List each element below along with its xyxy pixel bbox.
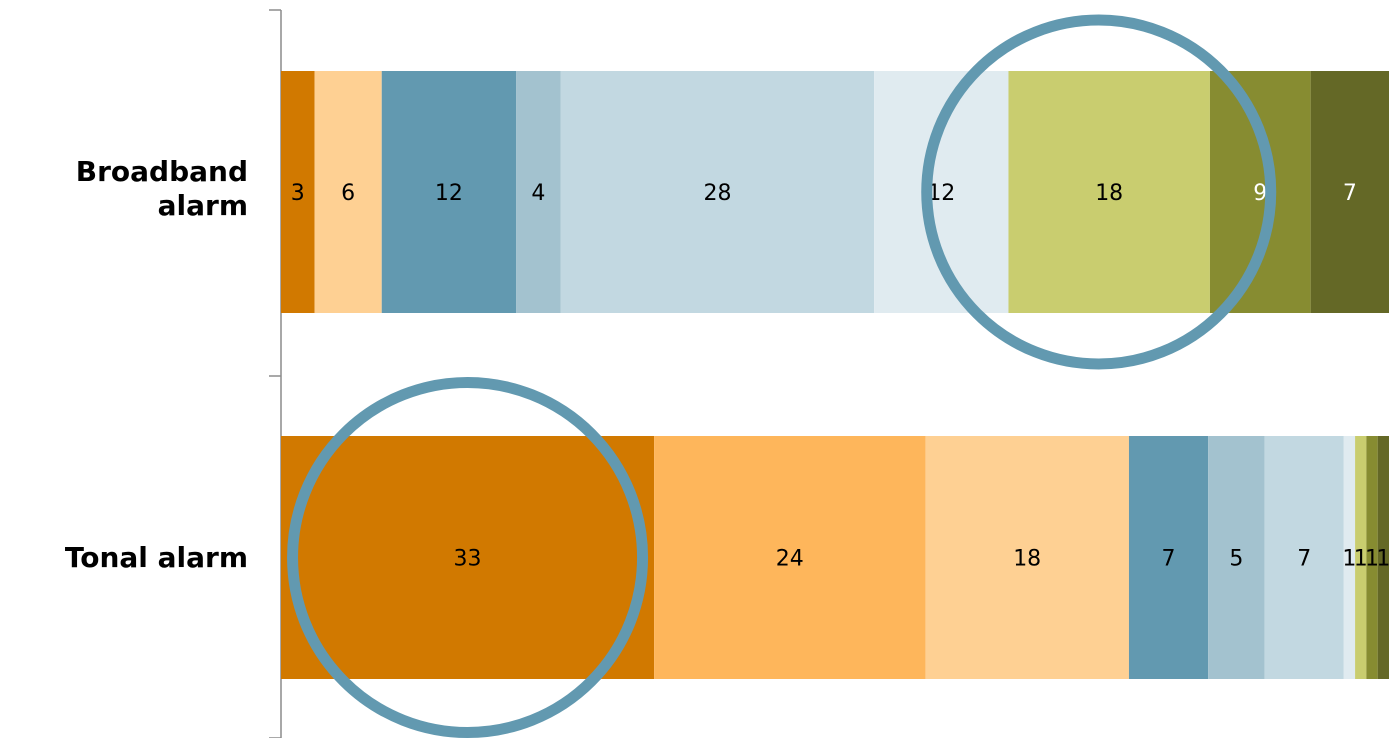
data-label: 1 <box>1365 547 1379 572</box>
bar-segment <box>1343 436 1356 679</box>
data-label: 7 <box>1343 181 1357 206</box>
highlight-circle <box>921 14 1277 370</box>
data-label: 12 <box>435 181 463 206</box>
bar-segment <box>516 71 561 313</box>
data-label: 7 <box>1297 547 1311 572</box>
data-label: 33 <box>454 547 482 572</box>
bar-segment <box>1208 436 1265 679</box>
bar-segment <box>1008 71 1210 313</box>
data-label: 5 <box>1229 547 1243 572</box>
bar-segment <box>1366 436 1378 679</box>
data-label: 1 <box>1376 547 1389 572</box>
data-label: 18 <box>1013 547 1041 572</box>
data-label: 3 <box>291 181 305 206</box>
data-label: 18 <box>1095 181 1123 206</box>
category-label-broadband-alarm: Broadband alarm <box>75 155 248 222</box>
bar-segment <box>560 71 875 313</box>
bar-segment <box>381 71 517 313</box>
category-label-tonal-alarm: Tonal alarm <box>64 541 248 574</box>
bar-segment <box>314 71 382 313</box>
bar-segment <box>925 436 1129 679</box>
bar-segment <box>1128 436 1209 679</box>
bar-segment <box>1264 436 1344 679</box>
bar-segment <box>281 71 315 313</box>
bar-segment <box>1377 436 1389 679</box>
data-label: 6 <box>341 181 355 206</box>
bar-segment <box>1355 436 1367 679</box>
bar-segment <box>281 436 655 679</box>
bar-segment <box>1209 71 1311 313</box>
data-label: 4 <box>531 181 545 206</box>
highlight-circle <box>287 377 649 738</box>
data-label: 24 <box>776 547 804 572</box>
data-label: 28 <box>703 181 731 206</box>
bar-segment <box>1310 71 1389 313</box>
data-label: 1 <box>1342 547 1356 572</box>
data-label: 9 <box>1253 181 1267 206</box>
data-label: 7 <box>1162 547 1176 572</box>
bar-segment <box>654 436 926 679</box>
data-label: 1 <box>1354 547 1368 572</box>
